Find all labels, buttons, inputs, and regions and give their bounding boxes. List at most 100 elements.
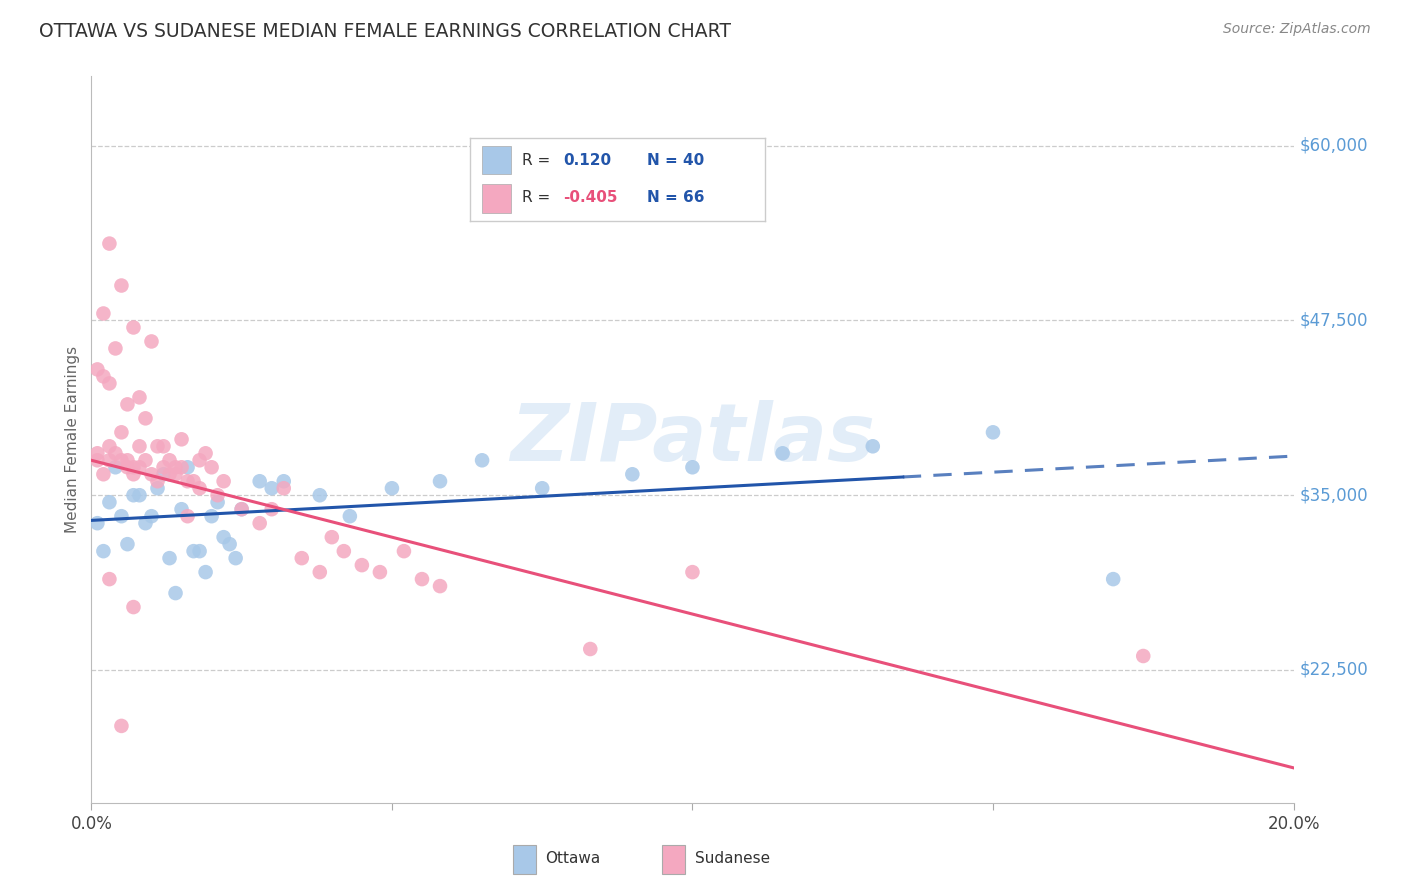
Point: [681, 565, 703, 579]
Point: [141, 467, 163, 482]
Point: [212, 530, 235, 544]
Point: [104, 460, 127, 475]
Point: [392, 544, 415, 558]
Text: R =: R =: [522, 190, 550, 205]
Point: [170, 460, 193, 475]
Point: [621, 467, 644, 482]
Point: [183, 544, 205, 558]
Point: [471, 453, 494, 467]
Point: [308, 565, 330, 579]
Point: [141, 509, 163, 524]
Point: [159, 467, 181, 482]
Point: [86, 362, 108, 376]
Point: [93, 467, 115, 482]
Text: $22,500: $22,500: [1299, 661, 1368, 679]
Point: [122, 600, 145, 615]
Point: [128, 390, 150, 404]
Point: [152, 467, 174, 482]
Point: [98, 453, 121, 467]
Point: [146, 475, 169, 489]
Point: [201, 460, 224, 475]
Bar: [482, 185, 512, 213]
Point: [183, 475, 205, 489]
Text: Sudanese: Sudanese: [695, 851, 770, 866]
Point: [110, 453, 132, 467]
Point: [117, 460, 139, 475]
Point: [122, 488, 145, 502]
Point: [104, 342, 127, 356]
Point: [98, 495, 121, 509]
Point: [429, 475, 451, 489]
Text: N = 66: N = 66: [647, 190, 704, 205]
Point: [128, 488, 150, 502]
Point: [201, 509, 224, 524]
Point: [249, 516, 271, 531]
Point: [194, 446, 217, 460]
Point: [117, 453, 139, 467]
Bar: [482, 146, 512, 175]
Point: [188, 481, 211, 495]
Point: [273, 481, 295, 495]
Point: [260, 481, 283, 495]
Text: $60,000: $60,000: [1299, 136, 1368, 154]
Point: [128, 460, 150, 475]
Point: [368, 565, 391, 579]
Point: [170, 433, 193, 447]
Point: [273, 475, 295, 489]
Text: Source: ZipAtlas.com: Source: ZipAtlas.com: [1223, 22, 1371, 37]
Bar: [513, 845, 536, 874]
Text: OTTAWA VS SUDANESE MEDIAN FEMALE EARNINGS CORRELATION CHART: OTTAWA VS SUDANESE MEDIAN FEMALE EARNING…: [39, 22, 731, 41]
Point: [212, 475, 235, 489]
Point: [188, 453, 211, 467]
Point: [122, 320, 145, 334]
Point: [93, 369, 115, 384]
Point: [110, 719, 132, 733]
Point: [152, 460, 174, 475]
Point: [165, 460, 187, 475]
Point: [98, 376, 121, 391]
Point: [260, 502, 283, 516]
Point: [218, 537, 240, 551]
Point: [188, 544, 211, 558]
Point: [333, 544, 356, 558]
Point: [98, 572, 121, 586]
Point: [110, 278, 132, 293]
Point: [1102, 572, 1125, 586]
Point: [134, 516, 156, 531]
Point: [122, 467, 145, 482]
Point: [86, 516, 108, 531]
Point: [152, 439, 174, 453]
Point: [141, 334, 163, 349]
Point: [429, 579, 451, 593]
Point: [159, 551, 181, 566]
Point: [772, 446, 794, 460]
Y-axis label: Median Female Earnings: Median Female Earnings: [65, 346, 80, 533]
Point: [231, 502, 253, 516]
Point: [98, 439, 121, 453]
Point: [249, 475, 271, 489]
Point: [165, 467, 187, 482]
Point: [110, 509, 132, 524]
Point: [110, 425, 132, 440]
Point: [339, 509, 361, 524]
Bar: [662, 845, 685, 874]
Point: [231, 502, 253, 516]
Point: [86, 453, 108, 467]
Point: [117, 397, 139, 411]
Text: ZIPatlas: ZIPatlas: [510, 401, 875, 478]
Point: [194, 565, 217, 579]
Text: $47,500: $47,500: [1299, 311, 1368, 329]
Point: [176, 475, 198, 489]
Point: [381, 481, 404, 495]
Point: [134, 453, 156, 467]
Point: [159, 453, 181, 467]
Text: $35,000: $35,000: [1299, 486, 1368, 504]
Text: R =: R =: [522, 153, 550, 168]
Text: N = 40: N = 40: [647, 153, 704, 168]
Point: [86, 446, 108, 460]
Point: [93, 544, 115, 558]
Point: [146, 481, 169, 495]
Point: [531, 481, 554, 495]
Point: [1132, 648, 1154, 663]
Point: [981, 425, 1004, 440]
